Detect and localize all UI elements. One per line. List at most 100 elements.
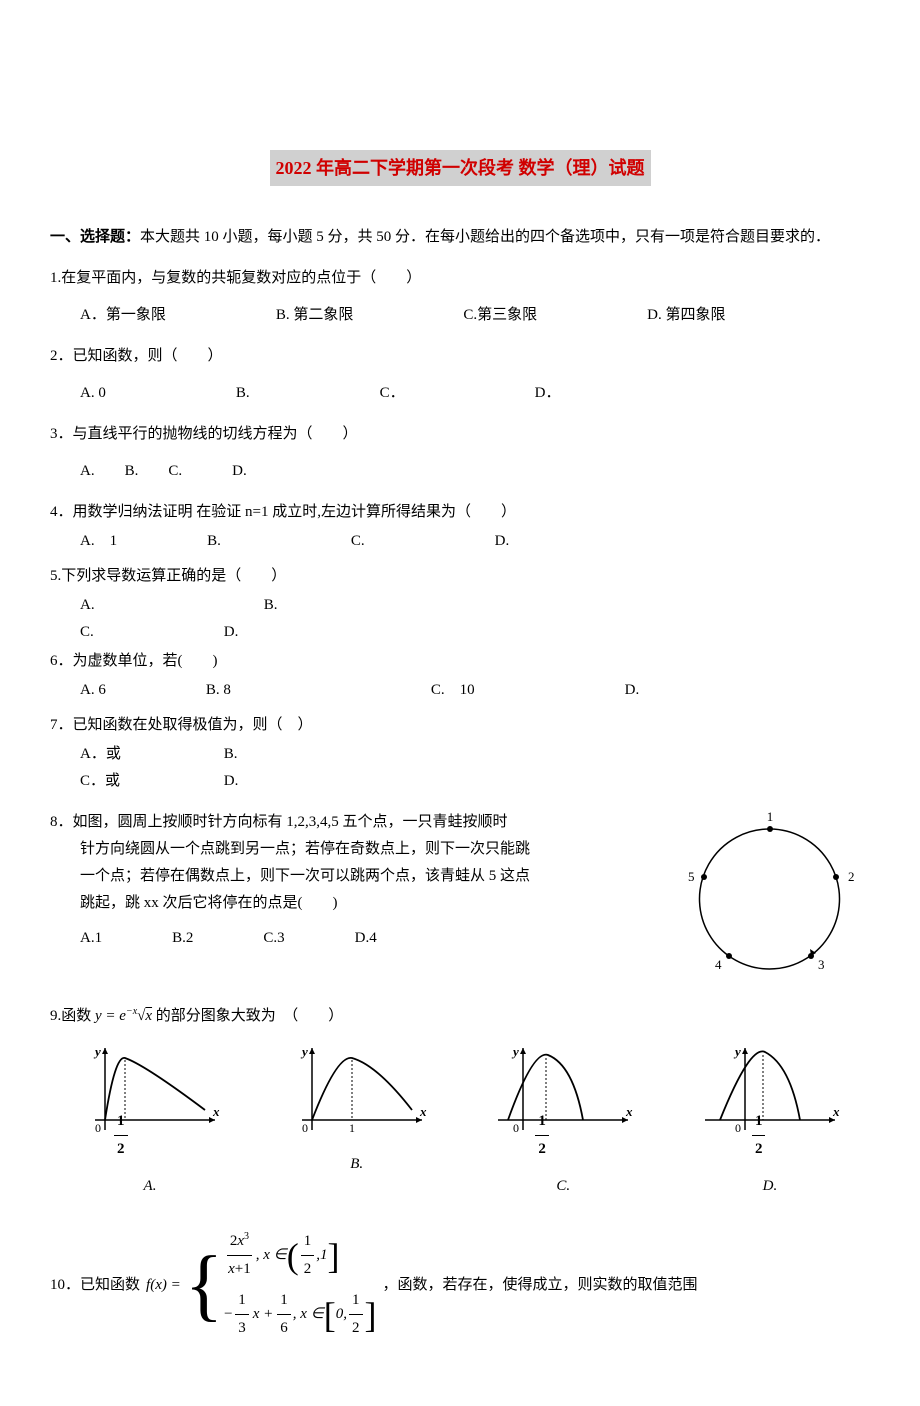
q7-opt-b: B. xyxy=(224,746,238,762)
q10-c2n2: 1 xyxy=(277,1287,291,1315)
q9-label-a: A. xyxy=(70,1173,230,1200)
q10-c1-cond: , x ∈ xyxy=(256,1242,287,1269)
q4-opt-a: A. 1 xyxy=(80,528,117,555)
q8-opt-d: D.4 xyxy=(355,925,377,952)
svg-text:y: y xyxy=(511,1044,519,1059)
q10-case2: −13 x + 16 , x ∈ [ 0, 12 ] xyxy=(223,1287,376,1342)
section-1-heading: 一、选择题：本大题共 10 小题，每小题 5 分，共 50 分．在每小题给出的四… xyxy=(50,224,870,251)
q6-options: A. 6 B. 8 C. 10 D. xyxy=(80,677,870,704)
q4-options: A. 1 B. C. D. xyxy=(80,528,870,555)
q2-opt-b: B. xyxy=(236,380,250,407)
svg-text:x: x xyxy=(212,1104,220,1119)
q8-prefix: 8． xyxy=(50,814,73,830)
q10-c1ad: 2 xyxy=(301,1256,315,1283)
svg-text:0: 0 xyxy=(513,1121,519,1135)
q1-options: A．第一象限 B. 第二象限 C.第三象限 D. 第四象限 xyxy=(80,302,870,329)
q4-opt-d: D. xyxy=(495,528,510,555)
q2-opt-a: A. 0 xyxy=(80,380,106,407)
q10-case1: 2x3x+1 , x ∈ ( 12 ,1 ] xyxy=(223,1228,376,1283)
q6-opt-d: D. xyxy=(625,677,640,704)
q9-formula: y = e−x√x xyxy=(95,1008,152,1024)
q8-line1: 8．如图，圆周上按顺时针方向标有 1,2,3,4,5 五个点，一只青蛙按顺时 xyxy=(50,809,660,836)
q10-c2d1: 3 xyxy=(235,1315,249,1342)
q8-opt-c: C.3 xyxy=(263,925,284,952)
q10-prefix: 10． xyxy=(50,1272,80,1299)
q3-options: A. B. C. D. xyxy=(80,458,870,485)
q9-graph-b: x y 0 1 B. xyxy=(277,1040,437,1200)
q4-opt-c: C. xyxy=(351,528,365,555)
q6-opt-c: C. 10 xyxy=(431,677,475,704)
q1-stem: 1.在复平面内，与复数的共轭复数对应的点位于（ ） xyxy=(50,265,870,292)
q10-post: ，函数，若存在，使得成立，则实数的取值范围 xyxy=(383,1272,698,1299)
q7-opt-c: C．或 xyxy=(80,768,220,795)
q8-l1: 如图，圆周上按顺时针方向标有 1,2,3,4,5 五个点，一只青蛙按顺时 xyxy=(73,814,508,830)
q9-stem-a: 函数 xyxy=(61,1008,95,1024)
q10-c1a: 1 xyxy=(301,1228,315,1256)
diag-label-4: 4 xyxy=(715,957,722,972)
q10-c2bn: 1 xyxy=(349,1287,363,1315)
title-container: 2022 年高二下学期第一次段考 数学（理）试题 xyxy=(50,150,870,206)
q8-line2: 针方向绕圆从一个点跳到另一点；若停在奇数点上，则下一次只能跳 xyxy=(80,836,660,863)
q1-opt-c: C.第三象限 xyxy=(463,302,537,329)
diag-label-1: 1 xyxy=(767,809,774,824)
svg-text:1: 1 xyxy=(349,1121,355,1135)
graph-a-icon: x y 0 xyxy=(75,1040,225,1135)
q1-opt-a: A．第一象限 xyxy=(80,302,166,329)
q1-opt-b: B. 第二象限 xyxy=(276,302,354,329)
circle-diagram-icon: 1 2 3 4 5 xyxy=(670,809,870,979)
q5-opt-b: B. xyxy=(264,597,278,613)
q10-c2d2: 6 xyxy=(277,1315,291,1342)
graph-c-icon: x y 0 xyxy=(488,1040,638,1135)
q8-options: A.1 B.2 C.3 D.4 xyxy=(80,925,660,952)
svg-text:x: x xyxy=(832,1104,840,1119)
svg-text:0: 0 xyxy=(735,1121,741,1135)
diag-label-2: 2 xyxy=(848,869,855,884)
q8-text-block: 8．如图，圆周上按顺时针方向标有 1,2,3,4,5 五个点，一只青蛙按顺时 针… xyxy=(50,809,660,960)
q9-stem: 9.函数 y = e−x√x 的部分图象大致为 （ ） xyxy=(50,1003,870,1030)
svg-text:x: x xyxy=(625,1104,633,1119)
q10-pre: 已知函数 xyxy=(80,1272,140,1299)
q2-opt-d: D． xyxy=(535,380,561,407)
svg-text:y: y xyxy=(733,1044,741,1059)
q7-stem: 7．已知函数在处取得极值为，则（ ） xyxy=(50,712,870,739)
q5-opt-c: C. xyxy=(80,619,220,646)
section-1-bold: 一、选择题： xyxy=(50,229,140,245)
svg-text:0: 0 xyxy=(95,1121,101,1135)
graph-d-icon: x y 0 xyxy=(695,1040,845,1135)
q10-cases: 2x3x+1 , x ∈ ( 12 ,1 ] −13 x + 16 , x ∈ … xyxy=(223,1224,376,1346)
q5-opt-d: D. xyxy=(224,624,239,640)
svg-text:y: y xyxy=(93,1044,101,1059)
q9-graphs: x y 0 12 A. x y 0 1 B. x y 0 xyxy=(50,1040,870,1200)
q3-opt-c: C. xyxy=(168,458,182,485)
q7-row1: A．或 B. xyxy=(80,741,870,768)
brace-icon: { xyxy=(185,1245,223,1325)
diag-label-5: 5 xyxy=(688,869,695,884)
q8-opt-a: A.1 xyxy=(80,925,102,952)
q8-line3: 一个点；若停在偶数点上，则下一次可以跳两个点，该青蛙从 5 这点 xyxy=(80,863,660,890)
svg-text:x: x xyxy=(419,1104,427,1119)
svg-text:y: y xyxy=(300,1044,308,1059)
q6-opt-b: B. 8 xyxy=(206,677,231,704)
q7-opt-d: D. xyxy=(224,773,239,789)
q9-graph-d: x y 0 12 D. xyxy=(690,1040,850,1200)
q9-prefix: 9. xyxy=(50,1008,61,1024)
q10-fx: f(x) = xyxy=(146,1272,181,1299)
q7-row2: C．或 D. xyxy=(80,768,870,795)
q8-opt-b: B.2 xyxy=(172,925,193,952)
graph-b-icon: x y 0 1 xyxy=(282,1040,432,1135)
q8-diagram: 1 2 3 4 5 xyxy=(670,809,870,989)
q7-opt-a: A．或 xyxy=(80,741,220,768)
diag-label-3: 3 xyxy=(818,957,825,972)
q8-container: 8．如图，圆周上按顺时针方向标有 1,2,3,4,5 五个点，一只青蛙按顺时 针… xyxy=(50,809,870,989)
q6-opt-a: A. 6 xyxy=(80,677,106,704)
q10-formula: f(x) = { 2x3x+1 , x ∈ ( 12 ,1 ] −13 x + … xyxy=(146,1224,376,1346)
q10-c2a: 0, xyxy=(336,1301,347,1328)
q9-label-c: C. xyxy=(483,1173,643,1200)
q10-c1b: 1 xyxy=(320,1242,328,1269)
q9-graph-c: x y 0 12 C. xyxy=(483,1040,643,1200)
exam-title: 2022 年高二下学期第一次段考 数学（理）试题 xyxy=(270,150,651,186)
q6-stem: 6．为虚数单位，若( ) xyxy=(50,648,870,675)
q10-c2bd: 2 xyxy=(349,1315,363,1342)
q2-options: A. 0 B. C． D． xyxy=(80,380,870,407)
q5-row2: C. D. xyxy=(80,619,870,646)
